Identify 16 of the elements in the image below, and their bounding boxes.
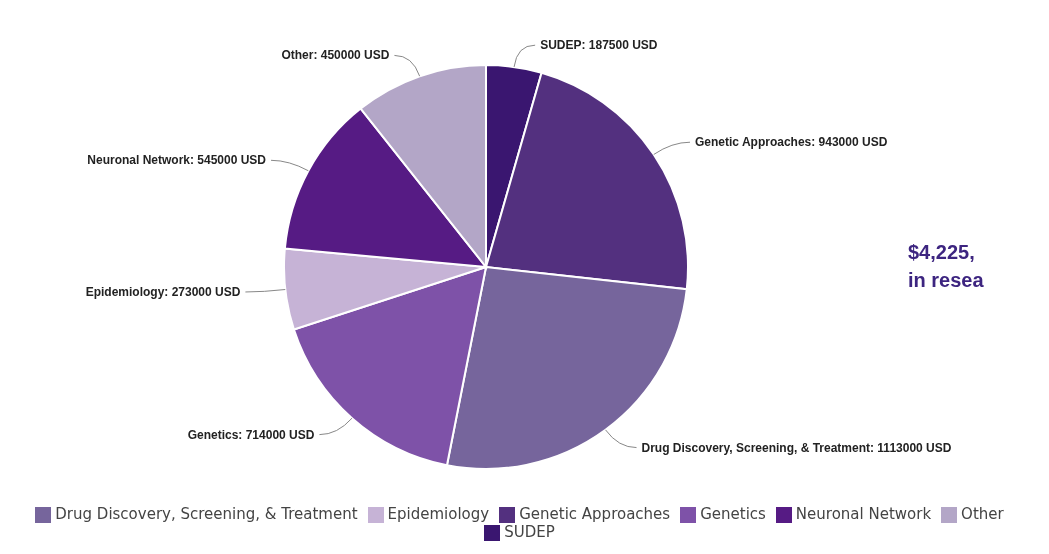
legend-label: Drug Discovery, Screening, & Treatment (55, 505, 358, 523)
legend-label: Genetics (700, 505, 766, 523)
text: $4,225, (908, 240, 976, 265)
legend-label: Genetic Approaches (519, 505, 671, 523)
data-label: Other: 450000 USD (281, 48, 390, 63)
data-label: Drug Discovery, Screening, & Treatment: 1113000 USD (641, 440, 952, 455)
data-label: SUDEP: 187500 USD (540, 38, 658, 53)
legend-label: Epidemiology (387, 505, 490, 523)
data-label: Neuronal Network: 545000 USD (87, 153, 267, 168)
data-label: Genetic Approaches: 943000 USD (695, 135, 888, 150)
legend-label: Neuronal Network (795, 505, 932, 523)
data-label: Epidemiology: 273000 USD (85, 284, 241, 299)
text: in resea (908, 268, 984, 293)
legend-label: SUDEP (504, 523, 555, 541)
data-label: Genetics: 714000 USD (187, 427, 315, 442)
legend-label: Other (961, 505, 1004, 523)
